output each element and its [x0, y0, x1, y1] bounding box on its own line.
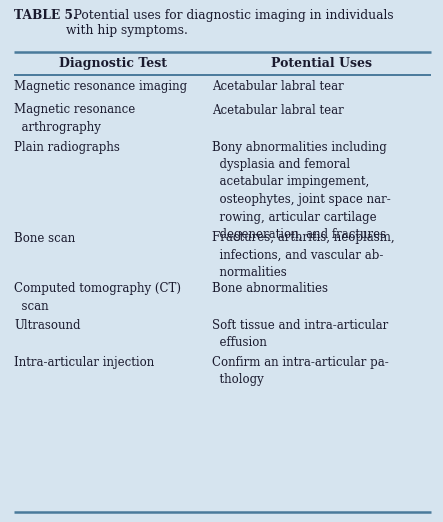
Text: Computed tomography (CT)
  scan: Computed tomography (CT) scan: [14, 282, 181, 313]
Text: Ultrasound: Ultrasound: [14, 319, 81, 332]
Text: Plain radiographs: Plain radiographs: [14, 140, 120, 153]
Text: Potential uses for diagnostic imaging in individuals
with hip symptoms.: Potential uses for diagnostic imaging in…: [66, 9, 394, 37]
Text: Acetabular labral tear: Acetabular labral tear: [212, 103, 343, 116]
Text: Potential Uses: Potential Uses: [271, 57, 372, 70]
Text: Bony abnormalities including
  dysplasia and femoral
  acetabular impingement,
 : Bony abnormalities including dysplasia a…: [212, 140, 390, 241]
Text: Acetabular labral tear: Acetabular labral tear: [212, 80, 343, 93]
Text: Magnetic resonance imaging: Magnetic resonance imaging: [14, 80, 187, 93]
Text: Fractures, arthritis, neoplasm,
  infections, and vascular ab-
  normalities: Fractures, arthritis, neoplasm, infectio…: [212, 231, 394, 279]
Text: TABLE 5.: TABLE 5.: [14, 9, 77, 22]
Text: Intra-articular injection: Intra-articular injection: [14, 356, 154, 369]
Text: Bone scan: Bone scan: [14, 231, 75, 244]
Text: Diagnostic Test: Diagnostic Test: [59, 57, 167, 70]
Text: Magnetic resonance
  arthrography: Magnetic resonance arthrography: [14, 103, 135, 134]
Text: Confirm an intra-articular pa-
  thology: Confirm an intra-articular pa- thology: [212, 356, 389, 386]
Text: Bone abnormalities: Bone abnormalities: [212, 282, 328, 295]
Text: Soft tissue and intra-articular
  effusion: Soft tissue and intra-articular effusion: [212, 319, 388, 350]
